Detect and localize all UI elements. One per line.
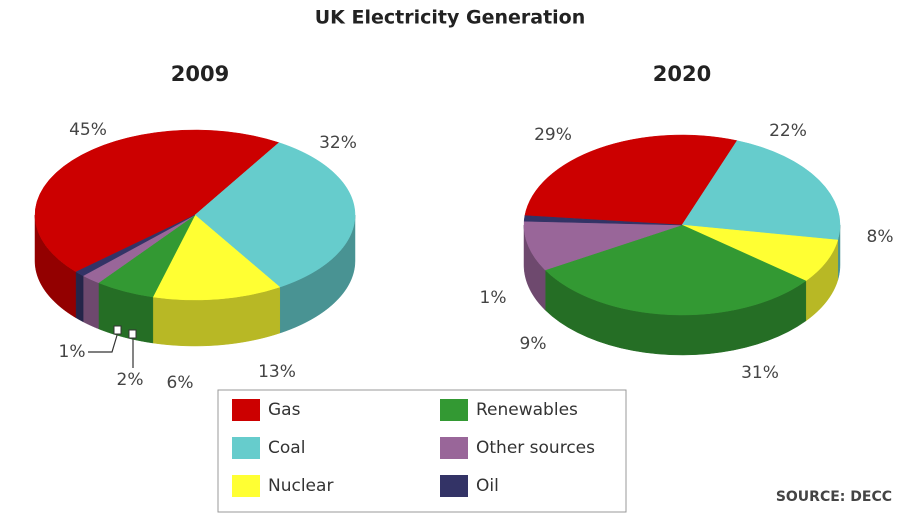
slice [544, 224, 807, 316]
slice [75, 214, 196, 277]
chart-subtitle: 2020 [653, 62, 711, 86]
data-label: 32% [319, 133, 357, 153]
leader-marker [128, 329, 137, 339]
data-label: 45% [69, 120, 107, 140]
chart-subtitle: 2009 [171, 62, 229, 86]
leader-line [88, 331, 119, 353]
data-label: 22% [769, 121, 807, 141]
legend-label: Nuclear [268, 476, 333, 496]
data-label: 29% [534, 125, 572, 145]
legend-swatch [232, 475, 260, 497]
slice [34, 129, 280, 273]
data-label: 1% [59, 342, 86, 362]
slice [523, 215, 683, 226]
legend-label: Renewables [476, 400, 578, 420]
data-label: 13% [258, 362, 296, 382]
slice [524, 134, 738, 226]
data-label: 6% [167, 373, 194, 393]
source: SOURCE: DECC [776, 489, 892, 505]
chart-title: UK Electricity Generation [315, 7, 586, 29]
slice-side [75, 271, 84, 323]
legend-swatch [440, 399, 468, 421]
data-label: 2% [117, 370, 144, 390]
slice [194, 142, 356, 288]
data-label: 31% [741, 363, 779, 383]
slice [523, 220, 683, 271]
legend-swatch [232, 399, 260, 421]
slice [152, 214, 281, 301]
leader-marker [113, 325, 122, 335]
data-label: 9% [520, 334, 547, 354]
legend-swatch [232, 437, 260, 459]
legend-box [217, 389, 627, 513]
slice [681, 140, 841, 241]
data-label: 8% [867, 227, 894, 247]
legend-swatch [440, 437, 468, 459]
data-label: 1% [480, 288, 507, 308]
legend-swatch [440, 475, 468, 497]
legend-label: Other sources [476, 438, 595, 458]
legend-label: Coal [268, 438, 305, 458]
legend-label: Oil [476, 476, 499, 496]
legend-label: Gas [268, 400, 301, 420]
slice-side [82, 275, 99, 330]
